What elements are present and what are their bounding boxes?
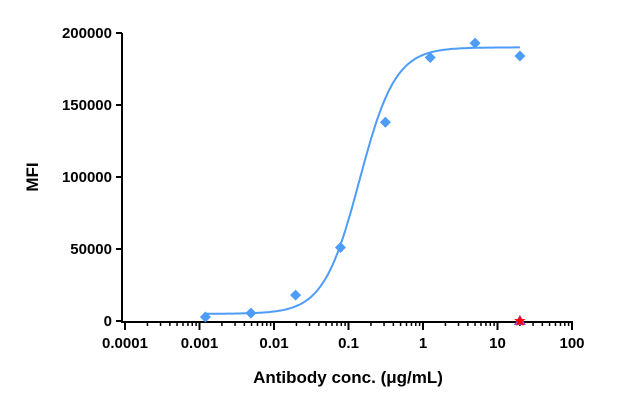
axes: 0 50000 100000 150000 200000 0.0001 0.001 0.01 0… — [62, 25, 585, 352]
data-point-diamond — [245, 307, 257, 319]
data-point-diamond — [514, 50, 526, 62]
y-tick-label: 100000 — [62, 169, 112, 186]
data-point-diamond — [379, 116, 391, 128]
fit-curve — [205, 46, 520, 315]
y-tick-label: 150000 — [62, 97, 112, 114]
data-point-diamond — [199, 311, 211, 323]
x-tick-label: 1 — [419, 335, 427, 352]
data-point-diamond — [290, 289, 302, 301]
y-tick-label: 0 — [104, 313, 112, 330]
data-point-diamond — [424, 51, 436, 63]
y-tick-label: 200000 — [62, 25, 112, 42]
x-tick-label: 0.001 — [181, 335, 219, 352]
y-tick-label: 50000 — [70, 241, 112, 258]
data-points — [199, 37, 526, 326]
control-point-star — [514, 315, 526, 326]
fit-curve-group — [205, 46, 520, 315]
x-tick-label: 100 — [559, 335, 584, 352]
x-tick-label: 0.01 — [259, 335, 288, 352]
x-tick-label: 10 — [489, 335, 506, 352]
x-tick-label: 0.1 — [338, 335, 359, 352]
y-axis-label: MFI — [23, 162, 42, 191]
x-tick-label: 0.0001 — [102, 335, 148, 352]
data-point-diamond — [334, 242, 346, 254]
data-point-diamond — [469, 37, 481, 49]
x-axis-label: Antibody conc. (μg/mL) — [253, 368, 443, 387]
